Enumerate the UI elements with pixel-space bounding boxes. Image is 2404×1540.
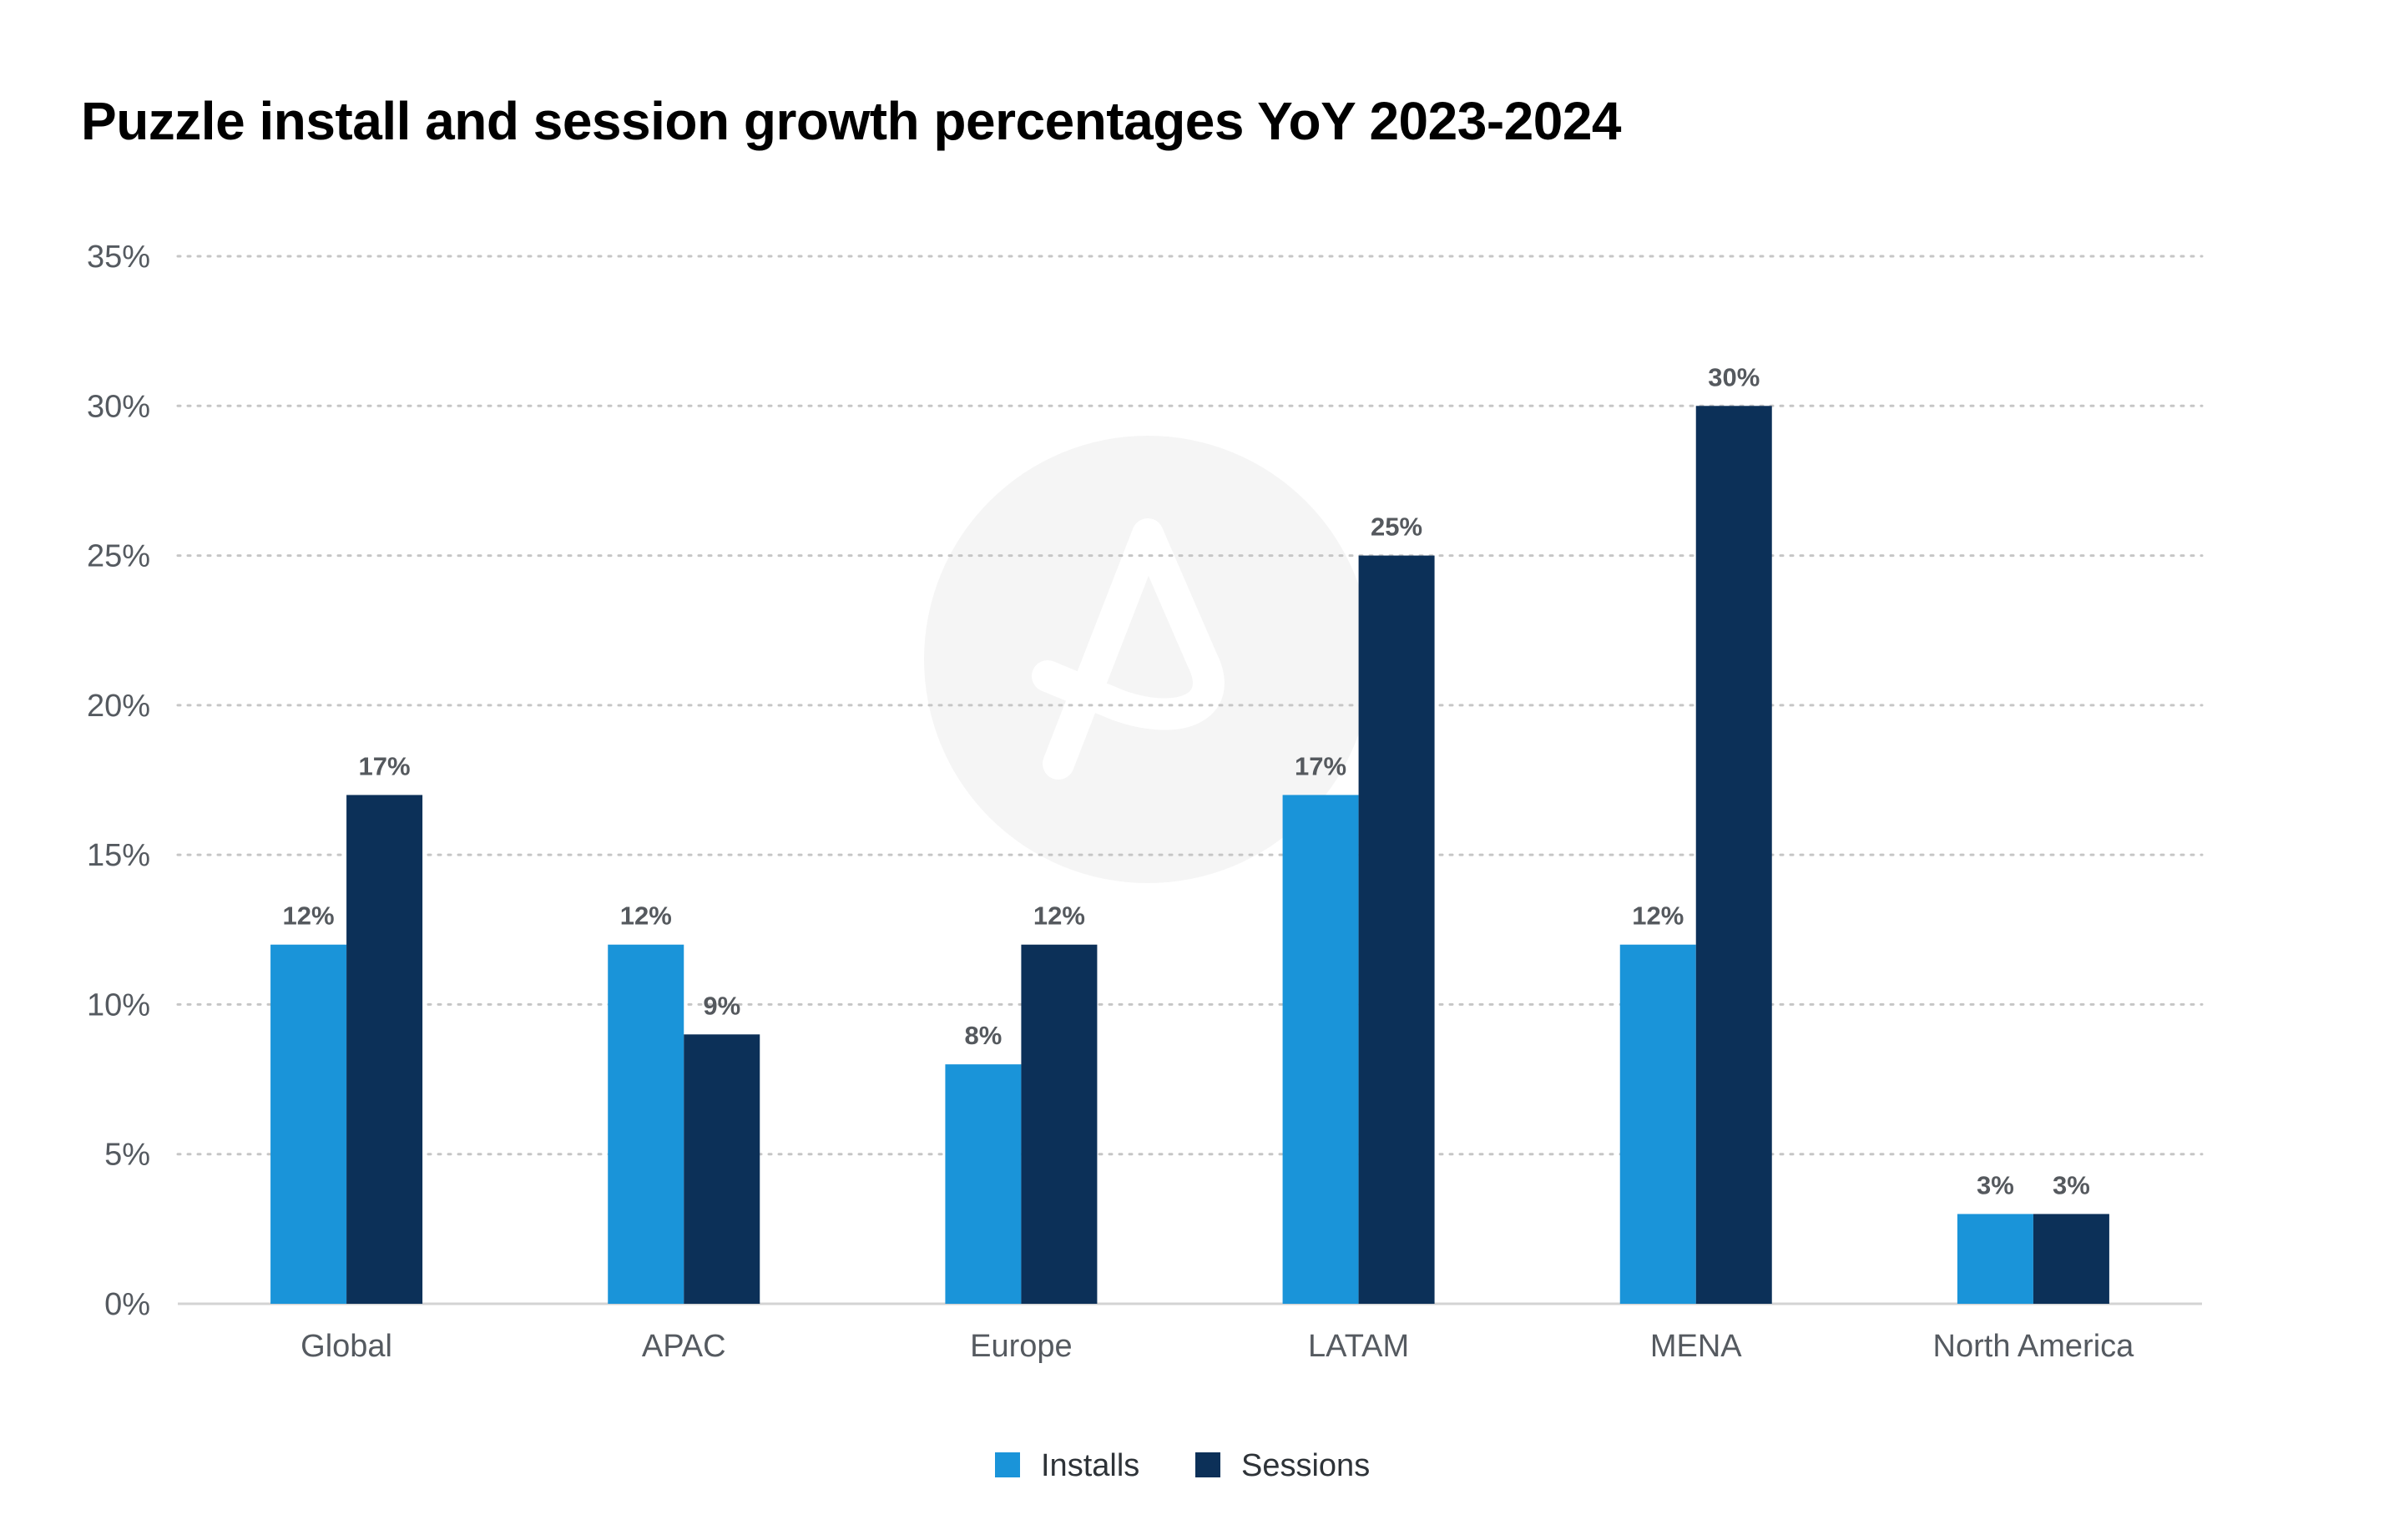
legend-label-installs: Installs [1041, 1448, 1139, 1483]
grid-lines [176, 255, 2204, 1305]
bar-sessions [2033, 1214, 2109, 1304]
data-label: 12% [1033, 901, 1085, 931]
y-tick-label: 35% [87, 240, 150, 275]
bars [270, 406, 2109, 1305]
data-label: 12% [1632, 901, 1684, 931]
bar-sessions [346, 795, 423, 1304]
legend-label-sessions: Sessions [1241, 1448, 1370, 1483]
x-tick-label: Global [300, 1329, 392, 1364]
y-tick-label: 15% [87, 838, 150, 873]
bar-installs [1282, 795, 1359, 1304]
bar-installs [608, 944, 684, 1304]
data-label: 25% [1371, 512, 1422, 542]
data-label: 3% [2053, 1170, 2090, 1199]
bar-installs [945, 1064, 1022, 1304]
bar-installs [1619, 944, 1696, 1304]
x-tick-label: APAC [642, 1329, 726, 1364]
watermark [924, 436, 1371, 883]
y-tick-label: 20% [87, 689, 150, 724]
y-tick-label: 0% [104, 1287, 150, 1322]
data-label: 9% [703, 991, 740, 1020]
data-label: 3% [1977, 1170, 2014, 1199]
y-tick-label: 5% [104, 1138, 150, 1173]
bar-installs [1957, 1214, 2033, 1304]
data-label: 17% [359, 751, 411, 780]
y-tick-label: 10% [87, 987, 150, 1022]
legend-swatch-sessions [1195, 1452, 1220, 1477]
data-label: 17% [1295, 751, 1346, 780]
chart-title: Puzzle install and session growth percen… [81, 91, 1622, 151]
data-label: 12% [620, 901, 672, 931]
bar-sessions [1358, 555, 1435, 1304]
bar-sessions [1021, 944, 1098, 1304]
brand-logo-icon [1032, 518, 1225, 780]
x-tick-label: Europe [970, 1329, 1073, 1364]
legend: Installs Sessions [995, 1448, 1370, 1483]
y-axis-ticks: 0% 5% 10% 15% 20% 25% 30% 35% [87, 240, 150, 1322]
x-axis-ticks: Global APAC Europe LATAM MENA North America [300, 1329, 2134, 1364]
data-labels: 12% 17% 12% 9% 8% 12% 17% 25% 12% 30% 3% 3% [283, 362, 2090, 1199]
bar-sessions [684, 1034, 760, 1304]
x-tick-label: LATAM [1308, 1329, 1409, 1364]
y-tick-label: 25% [87, 539, 150, 574]
bar-installs [270, 944, 347, 1304]
watermark-circle [924, 436, 1371, 883]
bar-sessions [1695, 406, 1772, 1305]
x-tick-label: North America [1933, 1329, 2135, 1364]
data-label: 12% [283, 901, 335, 931]
y-tick-label: 30% [87, 389, 150, 424]
data-label: 30% [1708, 362, 1760, 391]
legend-swatch-installs [995, 1452, 1020, 1477]
data-label: 8% [965, 1021, 1003, 1050]
x-tick-label: MENA [1650, 1329, 1742, 1364]
